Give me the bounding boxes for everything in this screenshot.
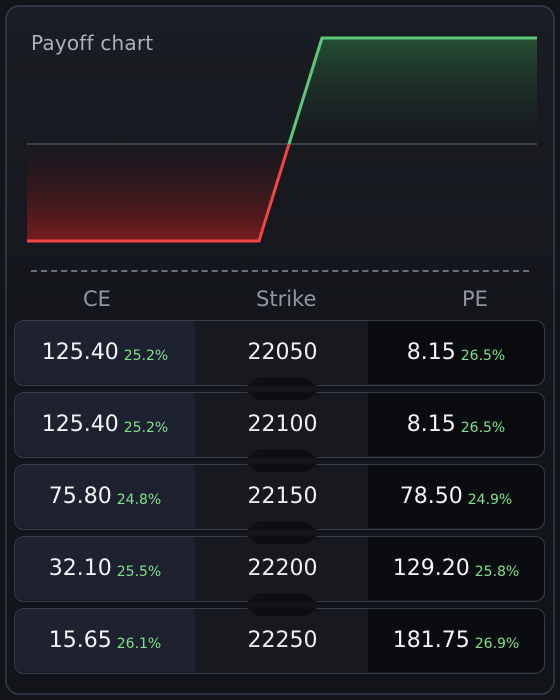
pe-cell[interactable]: 78.50 24.9% [368, 465, 544, 528]
ce-iv: 25.5% [116, 563, 162, 580]
pe-iv: 26.5% [460, 419, 506, 436]
ce-price: 125.40 [41, 412, 119, 437]
pe-iv: 24.9% [467, 491, 513, 508]
ce-price: 15.65 [48, 628, 112, 653]
ce-cell[interactable]: 125.40 25.2% [15, 393, 195, 456]
row-notch [247, 522, 317, 530]
header-strike: Strike [256, 287, 317, 311]
header-ce: CE [83, 287, 111, 311]
ce-price: 75.80 [48, 484, 112, 509]
ce-iv: 25.2% [123, 347, 169, 364]
payoff-chart [27, 36, 537, 243]
pe-price: 78.50 [399, 484, 463, 509]
row-notch [247, 594, 317, 602]
table-row[interactable]: 125.40 25.2% 22050 8.15 26.5% [14, 320, 545, 386]
ce-price: 32.10 [48, 556, 112, 581]
pe-cell[interactable]: 181.75 26.9% [368, 609, 544, 672]
ce-iv: 25.2% [123, 419, 169, 436]
payoff-profit-line [287, 36, 537, 145]
pe-iv: 25.8% [474, 563, 520, 580]
ce-cell[interactable]: 75.80 24.8% [15, 465, 195, 528]
strike-value: 22150 [247, 484, 318, 509]
loss-area [27, 144, 289, 241]
chart-title: Payoff chart [31, 31, 154, 55]
row-notch [247, 392, 317, 400]
pe-iv: 26.9% [474, 635, 520, 652]
pe-price: 129.20 [392, 556, 470, 581]
strike-value: 22100 [247, 412, 318, 437]
payoff-loss-line [27, 143, 291, 243]
ce-cell[interactable]: 125.40 25.2% [15, 321, 195, 384]
pe-price: 8.15 [406, 340, 456, 365]
pe-iv: 26.5% [460, 347, 506, 364]
ce-cell[interactable]: 15.65 26.1% [15, 609, 195, 672]
row-notch [247, 608, 317, 616]
header-pe: PE [462, 287, 488, 311]
row-notch [247, 450, 317, 458]
pe-price: 181.75 [392, 628, 470, 653]
table-row[interactable]: 15.65 26.1% 22250 181.75 26.9% [14, 608, 545, 674]
pe-cell[interactable]: 129.20 25.8% [368, 537, 544, 600]
pe-cell[interactable]: 8.15 26.5% [368, 393, 544, 456]
table-row[interactable]: 75.80 24.8% 22150 78.50 24.9% [14, 464, 545, 530]
table-row[interactable]: 125.40 25.2% 22100 8.15 26.5% [14, 392, 545, 458]
ce-price: 125.40 [41, 340, 119, 365]
strike-value: 22250 [247, 628, 318, 653]
pe-cell[interactable]: 8.15 26.5% [368, 321, 544, 384]
strike-value: 22050 [247, 340, 318, 365]
pe-price: 8.15 [406, 412, 456, 437]
profit-area [289, 38, 537, 144]
row-notch [247, 464, 317, 472]
row-notch [247, 536, 317, 544]
row-notch [247, 378, 317, 386]
strike-value: 22200 [247, 556, 318, 581]
ce-cell[interactable]: 32.10 25.5% [15, 537, 195, 600]
table-row[interactable]: 32.10 25.5% 22200 129.20 25.8% [14, 536, 545, 602]
ce-iv: 26.1% [116, 635, 162, 652]
ce-iv: 24.8% [116, 491, 162, 508]
dashed-divider [31, 270, 529, 272]
